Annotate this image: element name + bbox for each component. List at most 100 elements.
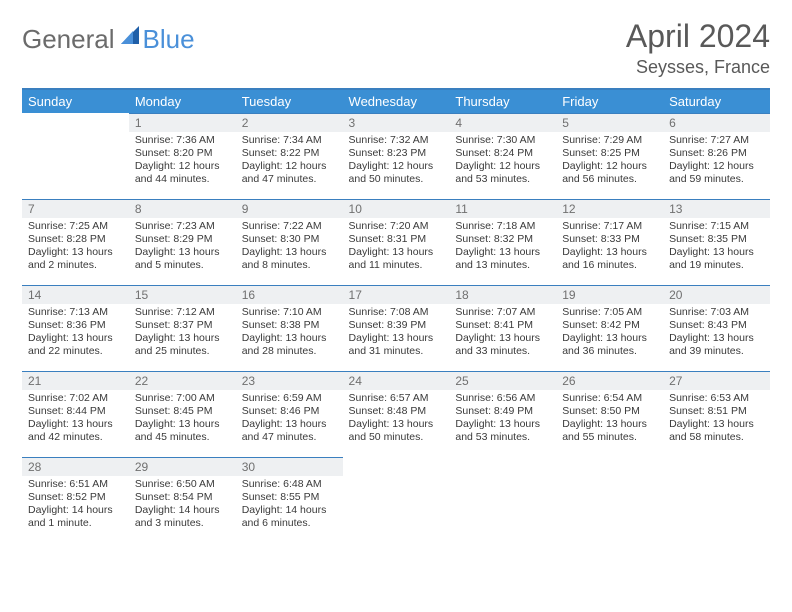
calendar-grid: SundayMondayTuesdayWednesdayThursdayFrid… <box>22 88 770 543</box>
day-number: 4 <box>449 113 556 132</box>
calendar-cell: 5Sunrise: 7:29 AMSunset: 8:25 PMDaylight… <box>556 113 663 199</box>
calendar-cell: 21Sunrise: 7:02 AMSunset: 8:44 PMDayligh… <box>22 371 129 457</box>
day-details: Sunrise: 7:00 AMSunset: 8:45 PMDaylight:… <box>129 390 236 449</box>
calendar-cell: 10Sunrise: 7:20 AMSunset: 8:31 PMDayligh… <box>343 199 450 285</box>
day-number: 2 <box>236 113 343 132</box>
calendar-cell: 3Sunrise: 7:32 AMSunset: 8:23 PMDaylight… <box>343 113 450 199</box>
day-details: Sunrise: 7:32 AMSunset: 8:23 PMDaylight:… <box>343 132 450 191</box>
calendar-cell: 6Sunrise: 7:27 AMSunset: 8:26 PMDaylight… <box>663 113 770 199</box>
day-details: Sunrise: 7:29 AMSunset: 8:25 PMDaylight:… <box>556 132 663 191</box>
day-details: Sunrise: 6:54 AMSunset: 8:50 PMDaylight:… <box>556 390 663 449</box>
calendar-cell: 13Sunrise: 7:15 AMSunset: 8:35 PMDayligh… <box>663 199 770 285</box>
calendar-cell: 26Sunrise: 6:54 AMSunset: 8:50 PMDayligh… <box>556 371 663 457</box>
day-number: 20 <box>663 285 770 304</box>
calendar-cell: 7Sunrise: 7:25 AMSunset: 8:28 PMDaylight… <box>22 199 129 285</box>
day-number: 17 <box>343 285 450 304</box>
sail-icon <box>119 24 141 51</box>
day-details: Sunrise: 7:34 AMSunset: 8:22 PMDaylight:… <box>236 132 343 191</box>
calendar-cell <box>556 457 663 543</box>
month-title: April 2024 <box>626 18 770 55</box>
day-details: Sunrise: 6:57 AMSunset: 8:48 PMDaylight:… <box>343 390 450 449</box>
day-number: 7 <box>22 199 129 218</box>
calendar-cell: 30Sunrise: 6:48 AMSunset: 8:55 PMDayligh… <box>236 457 343 543</box>
brand-logo: General Blue <box>22 24 195 55</box>
day-number: 28 <box>22 457 129 476</box>
day-number: 21 <box>22 371 129 390</box>
day-number: 18 <box>449 285 556 304</box>
day-number: 27 <box>663 371 770 390</box>
day-number: 29 <box>129 457 236 476</box>
calendar-cell: 24Sunrise: 6:57 AMSunset: 8:48 PMDayligh… <box>343 371 450 457</box>
calendar-week-row: 21Sunrise: 7:02 AMSunset: 8:44 PMDayligh… <box>22 371 770 457</box>
day-details: Sunrise: 7:20 AMSunset: 8:31 PMDaylight:… <box>343 218 450 277</box>
calendar-cell: 17Sunrise: 7:08 AMSunset: 8:39 PMDayligh… <box>343 285 450 371</box>
day-number: 24 <box>343 371 450 390</box>
day-number: 8 <box>129 199 236 218</box>
calendar-cell <box>663 457 770 543</box>
calendar-cell: 14Sunrise: 7:13 AMSunset: 8:36 PMDayligh… <box>22 285 129 371</box>
day-details: Sunrise: 6:50 AMSunset: 8:54 PMDaylight:… <box>129 476 236 535</box>
day-details: Sunrise: 7:18 AMSunset: 8:32 PMDaylight:… <box>449 218 556 277</box>
day-number: 1 <box>129 113 236 132</box>
day-number: 15 <box>129 285 236 304</box>
day-details: Sunrise: 7:07 AMSunset: 8:41 PMDaylight:… <box>449 304 556 363</box>
day-details: Sunrise: 7:05 AMSunset: 8:42 PMDaylight:… <box>556 304 663 363</box>
day-number: 26 <box>556 371 663 390</box>
calendar-cell: 23Sunrise: 6:59 AMSunset: 8:46 PMDayligh… <box>236 371 343 457</box>
day-number: 3 <box>343 113 450 132</box>
calendar-cell: 8Sunrise: 7:23 AMSunset: 8:29 PMDaylight… <box>129 199 236 285</box>
day-details: Sunrise: 7:13 AMSunset: 8:36 PMDaylight:… <box>22 304 129 363</box>
weekday-header: Sunday <box>22 89 129 113</box>
calendar-cell: 18Sunrise: 7:07 AMSunset: 8:41 PMDayligh… <box>449 285 556 371</box>
day-details: Sunrise: 6:56 AMSunset: 8:49 PMDaylight:… <box>449 390 556 449</box>
calendar-cell: 11Sunrise: 7:18 AMSunset: 8:32 PMDayligh… <box>449 199 556 285</box>
brand-text-1: General <box>22 24 115 55</box>
day-details: Sunrise: 7:27 AMSunset: 8:26 PMDaylight:… <box>663 132 770 191</box>
calendar-week-row: 7Sunrise: 7:25 AMSunset: 8:28 PMDaylight… <box>22 199 770 285</box>
calendar-cell <box>449 457 556 543</box>
calendar-cell: 16Sunrise: 7:10 AMSunset: 8:38 PMDayligh… <box>236 285 343 371</box>
day-details: Sunrise: 7:03 AMSunset: 8:43 PMDaylight:… <box>663 304 770 363</box>
day-number: 25 <box>449 371 556 390</box>
calendar-week-row: 14Sunrise: 7:13 AMSunset: 8:36 PMDayligh… <box>22 285 770 371</box>
calendar-body: 1Sunrise: 7:36 AMSunset: 8:20 PMDaylight… <box>22 113 770 543</box>
calendar-cell: 27Sunrise: 6:53 AMSunset: 8:51 PMDayligh… <box>663 371 770 457</box>
day-number: 10 <box>343 199 450 218</box>
calendar-cell: 28Sunrise: 6:51 AMSunset: 8:52 PMDayligh… <box>22 457 129 543</box>
day-number: 11 <box>449 199 556 218</box>
day-number: 16 <box>236 285 343 304</box>
calendar-cell: 29Sunrise: 6:50 AMSunset: 8:54 PMDayligh… <box>129 457 236 543</box>
weekday-header: Thursday <box>449 89 556 113</box>
calendar-cell: 25Sunrise: 6:56 AMSunset: 8:49 PMDayligh… <box>449 371 556 457</box>
calendar-cell: 2Sunrise: 7:34 AMSunset: 8:22 PMDaylight… <box>236 113 343 199</box>
calendar-week-row: 1Sunrise: 7:36 AMSunset: 8:20 PMDaylight… <box>22 113 770 199</box>
weekday-header: Friday <box>556 89 663 113</box>
day-number: 22 <box>129 371 236 390</box>
day-details: Sunrise: 7:25 AMSunset: 8:28 PMDaylight:… <box>22 218 129 277</box>
day-details: Sunrise: 6:59 AMSunset: 8:46 PMDaylight:… <box>236 390 343 449</box>
calendar-cell: 12Sunrise: 7:17 AMSunset: 8:33 PMDayligh… <box>556 199 663 285</box>
weekday-header: Tuesday <box>236 89 343 113</box>
day-number: 12 <box>556 199 663 218</box>
day-number: 30 <box>236 457 343 476</box>
calendar-cell: 20Sunrise: 7:03 AMSunset: 8:43 PMDayligh… <box>663 285 770 371</box>
calendar-cell: 9Sunrise: 7:22 AMSunset: 8:30 PMDaylight… <box>236 199 343 285</box>
day-number: 6 <box>663 113 770 132</box>
calendar-cell: 1Sunrise: 7:36 AMSunset: 8:20 PMDaylight… <box>129 113 236 199</box>
calendar-cell: 22Sunrise: 7:00 AMSunset: 8:45 PMDayligh… <box>129 371 236 457</box>
day-details: Sunrise: 6:53 AMSunset: 8:51 PMDaylight:… <box>663 390 770 449</box>
day-number: 23 <box>236 371 343 390</box>
calendar-cell <box>343 457 450 543</box>
weekday-header-row: SundayMondayTuesdayWednesdayThursdayFrid… <box>22 89 770 113</box>
weekday-header: Saturday <box>663 89 770 113</box>
day-details: Sunrise: 7:22 AMSunset: 8:30 PMDaylight:… <box>236 218 343 277</box>
location: Seysses, France <box>626 57 770 78</box>
day-details: Sunrise: 7:12 AMSunset: 8:37 PMDaylight:… <box>129 304 236 363</box>
calendar-cell: 19Sunrise: 7:05 AMSunset: 8:42 PMDayligh… <box>556 285 663 371</box>
day-details: Sunrise: 7:15 AMSunset: 8:35 PMDaylight:… <box>663 218 770 277</box>
day-details: Sunrise: 7:10 AMSunset: 8:38 PMDaylight:… <box>236 304 343 363</box>
day-details: Sunrise: 6:51 AMSunset: 8:52 PMDaylight:… <box>22 476 129 535</box>
day-number: 5 <box>556 113 663 132</box>
day-number: 14 <box>22 285 129 304</box>
day-details: Sunrise: 7:36 AMSunset: 8:20 PMDaylight:… <box>129 132 236 191</box>
